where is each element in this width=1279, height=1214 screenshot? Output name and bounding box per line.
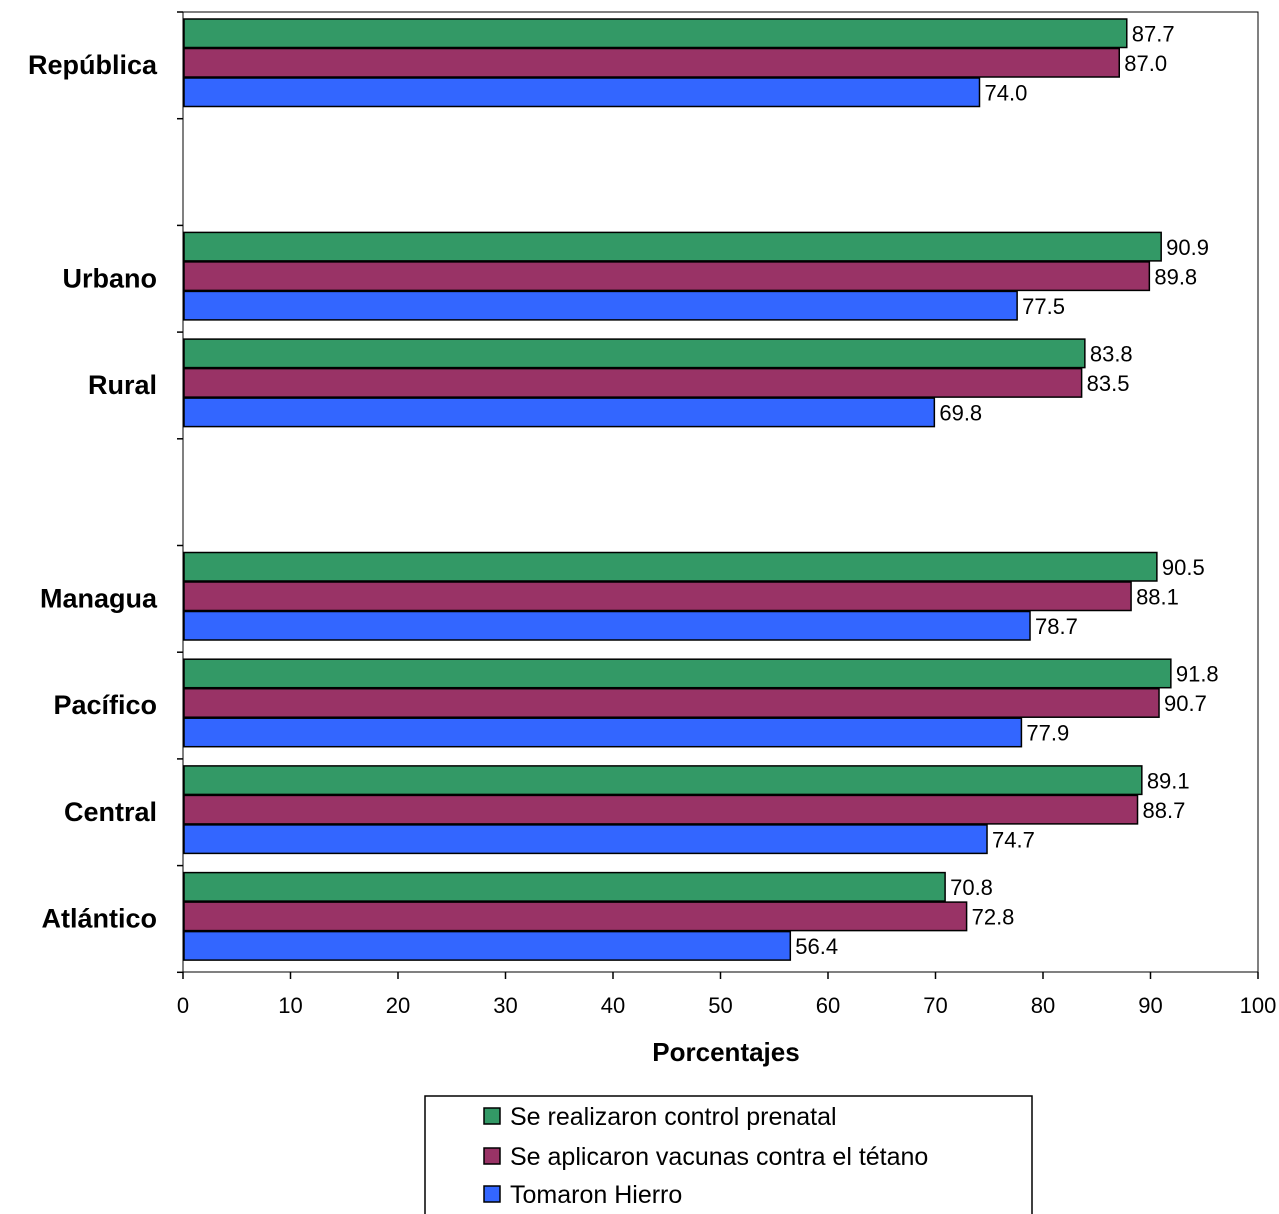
category-label: Pacífico xyxy=(53,690,157,720)
bar xyxy=(184,369,1082,398)
data-label: 69.8 xyxy=(939,401,982,426)
bar xyxy=(184,339,1085,368)
data-label: 88.1 xyxy=(1136,585,1179,610)
data-label: 89.1 xyxy=(1147,768,1190,793)
bar xyxy=(184,825,987,854)
data-label: 91.8 xyxy=(1176,662,1219,687)
legend-swatch-hierro xyxy=(484,1186,500,1202)
x-axis-title: Porcentajes xyxy=(652,1037,799,1067)
data-label: 74.7 xyxy=(992,827,1035,852)
bar xyxy=(184,718,1021,747)
bar xyxy=(184,291,1017,320)
x-tick-label: 40 xyxy=(601,993,625,1018)
legend: Se realizaron control prenatal Se aplica… xyxy=(425,1096,1032,1214)
bar xyxy=(184,553,1157,582)
data-label: 77.9 xyxy=(1026,721,1069,746)
x-tick-label: 90 xyxy=(1138,993,1162,1018)
bar xyxy=(184,19,1127,48)
data-label: 89.8 xyxy=(1154,264,1197,289)
data-label: 90.7 xyxy=(1164,691,1207,716)
x-tick-label: 70 xyxy=(923,993,947,1018)
data-label: 90.5 xyxy=(1162,555,1205,580)
bar xyxy=(184,262,1149,291)
category-label: Managua xyxy=(40,584,158,614)
x-tick-label: 20 xyxy=(386,993,410,1018)
data-label: 88.7 xyxy=(1143,798,1186,823)
data-label: 78.7 xyxy=(1035,614,1078,639)
category-label: Urbano xyxy=(63,263,158,293)
legend-label-tetano: Se aplicaron vacunas contra el tétano xyxy=(510,1143,928,1171)
category-label: Central xyxy=(64,797,157,827)
data-label: 77.5 xyxy=(1022,294,1065,319)
x-tick-label: 0 xyxy=(177,993,189,1018)
data-label: 56.4 xyxy=(795,934,838,959)
bar xyxy=(184,582,1131,611)
bar xyxy=(184,49,1119,78)
data-label: 90.9 xyxy=(1166,235,1209,260)
bar xyxy=(184,766,1142,795)
data-label: 70.8 xyxy=(950,875,993,900)
bar xyxy=(184,612,1030,641)
legend-swatch-tetano xyxy=(484,1148,500,1164)
bar xyxy=(184,932,790,961)
data-label: 83.5 xyxy=(1087,371,1130,396)
category-label: Rural xyxy=(88,370,157,400)
x-tick-label: 100 xyxy=(1240,993,1277,1018)
data-label: 83.8 xyxy=(1090,342,1133,367)
bar xyxy=(184,689,1159,718)
legend-label-hierro: Tomaron Hierro xyxy=(510,1181,682,1209)
data-label: 87.7 xyxy=(1132,22,1175,47)
x-tick-label: 80 xyxy=(1031,993,1055,1018)
x-tick-label: 60 xyxy=(816,993,840,1018)
x-tick-label: 10 xyxy=(278,993,302,1018)
bar xyxy=(184,78,980,107)
x-tick-label: 50 xyxy=(708,993,732,1018)
data-label: 87.0 xyxy=(1124,51,1167,76)
bar xyxy=(184,902,967,931)
legend-label-prenatal: Se realizaron control prenatal xyxy=(510,1103,837,1131)
bar xyxy=(184,659,1171,688)
x-tick-label: 30 xyxy=(493,993,517,1018)
bar xyxy=(184,795,1138,824)
category-label: Atlántico xyxy=(41,904,157,934)
bar xyxy=(184,398,934,427)
category-label: República xyxy=(28,50,158,80)
bar xyxy=(184,873,945,902)
legend-swatch-prenatal xyxy=(484,1108,500,1124)
data-label: 72.8 xyxy=(972,905,1015,930)
data-label: 74.0 xyxy=(985,81,1028,106)
bar xyxy=(184,232,1161,261)
